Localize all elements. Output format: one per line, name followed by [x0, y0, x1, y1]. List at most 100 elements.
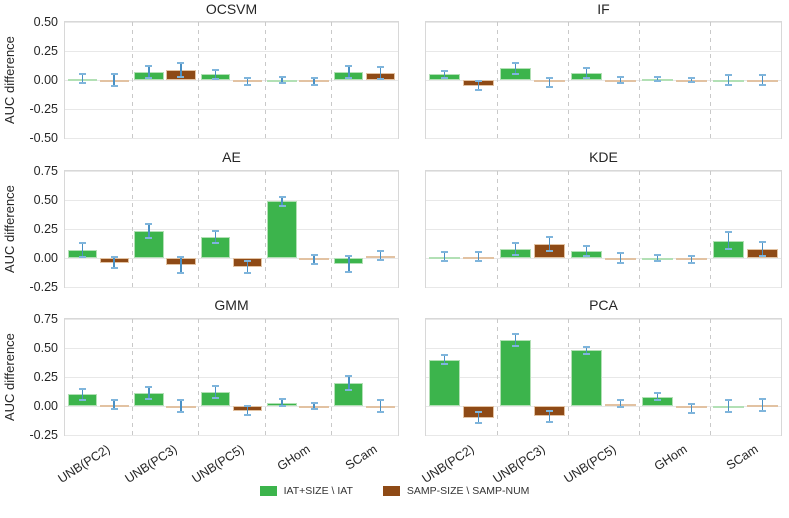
- error-bar-cap: [345, 76, 353, 79]
- gridline-x: [264, 319, 266, 435]
- error-bar: [246, 261, 249, 274]
- error-bar-cap: [653, 399, 661, 402]
- error-bar-cap: [724, 247, 732, 250]
- error-bar-cap: [243, 272, 251, 275]
- error-bar-cap: [243, 76, 251, 79]
- panel-title-if: IF: [597, 1, 610, 17]
- y-tick-label: 0.50: [33, 15, 58, 29]
- error-bar-cap: [110, 84, 118, 87]
- error-bar-cap: [724, 410, 732, 413]
- error-bar-cap: [759, 240, 767, 243]
- error-bar-cap: [688, 411, 696, 414]
- error-bar-cap: [243, 414, 251, 417]
- error-bar: [656, 393, 659, 401]
- gridline-x: [639, 171, 640, 287]
- error-bar: [281, 196, 283, 206]
- error-bar-cap: [440, 69, 448, 72]
- error-bar-cap: [582, 67, 590, 70]
- gridline-y: [426, 171, 781, 172]
- error-bar-cap: [310, 76, 318, 79]
- error-bar: [656, 76, 659, 82]
- y-tick-label: -0.25: [29, 102, 59, 116]
- error-bar-cap: [546, 76, 554, 79]
- error-bar: [690, 403, 693, 413]
- error-bar: [619, 76, 622, 84]
- error-bar-cap: [440, 260, 448, 263]
- y-axis-label: AUC difference: [2, 185, 17, 273]
- error-bar-cap: [278, 75, 286, 78]
- gridline-x: [331, 22, 333, 138]
- gridline-y: [65, 80, 398, 81]
- gridline-y: [65, 171, 398, 172]
- error-bar: [690, 255, 693, 263]
- gridline-x: [331, 171, 333, 287]
- error-bar-cap: [475, 80, 483, 83]
- gridline-x: [497, 319, 498, 435]
- error-bar-cap: [617, 261, 625, 264]
- legend-item-iat-size: IAT+SIZE \ IAT: [259, 485, 353, 497]
- y-axis-label: AUC difference: [2, 333, 17, 421]
- error-bar-cap: [546, 250, 554, 253]
- error-bar: [313, 77, 315, 85]
- gridline-x: [331, 319, 333, 435]
- gridline-x: [131, 22, 133, 138]
- legend: IAT+SIZE \ IAT SAMP-SIZE \ SAMP-NUM: [0, 485, 789, 497]
- error-bar: [727, 400, 730, 412]
- bar-pca-UNB(PC2): [428, 359, 461, 406]
- error-bar: [347, 66, 350, 78]
- error-bar: [347, 255, 350, 272]
- gridline-y: [65, 377, 398, 378]
- y-tick-label: -0.50: [29, 131, 59, 145]
- error-bar-cap: [78, 241, 86, 244]
- error-bar-cap: [212, 68, 220, 71]
- error-bar-cap: [177, 272, 185, 275]
- y-tick-label: 0.25: [33, 370, 58, 384]
- error-bar-cap: [278, 405, 286, 407]
- error-bar-cap: [310, 253, 318, 256]
- gridline-x: [198, 171, 200, 287]
- error-bar-cap: [278, 398, 286, 401]
- error-bar-cap: [653, 392, 661, 395]
- error-bar: [477, 411, 480, 424]
- y-tick-label: 0.75: [33, 164, 58, 178]
- gridline-y: [426, 258, 781, 259]
- gridline-x: [639, 22, 640, 138]
- panel-title-kde: KDE: [589, 149, 618, 165]
- gridline-x: [497, 22, 498, 138]
- error-bar-cap: [475, 422, 483, 425]
- error-bar: [585, 346, 588, 354]
- panel-gmm: [64, 318, 399, 436]
- error-bar-cap: [177, 75, 185, 78]
- error-bar: [113, 400, 116, 410]
- error-bar: [443, 70, 446, 78]
- gridline-y: [65, 287, 398, 288]
- error-bar: [246, 77, 249, 85]
- gridline-y: [426, 435, 781, 436]
- error-bar-cap: [511, 61, 519, 64]
- error-bar-cap: [110, 408, 118, 411]
- error-bar-cap: [212, 385, 220, 388]
- error-bar-cap: [145, 237, 153, 240]
- panel-ae: [64, 170, 399, 288]
- error-bar-cap: [582, 345, 590, 348]
- error-bar-cap: [377, 410, 385, 413]
- bar-pca-UNB(PC5): [570, 350, 603, 406]
- error-bar: [514, 62, 517, 75]
- y-tick-label: 0.00: [33, 73, 58, 87]
- error-bar-cap: [78, 82, 86, 85]
- gridline-x: [264, 22, 266, 138]
- legend-label: SAMP-SIZE \ SAMP-NUM: [406, 485, 530, 497]
- gridline-x: [568, 319, 569, 435]
- gridline-y: [65, 348, 398, 349]
- error-bar-cap: [440, 76, 448, 79]
- error-bar-cap: [546, 85, 554, 88]
- error-bar-cap: [724, 74, 732, 77]
- error-bar-cap: [511, 333, 519, 336]
- error-bar: [690, 77, 693, 83]
- error-bar-cap: [345, 254, 353, 257]
- error-bar: [313, 254, 315, 264]
- error-bar-cap: [759, 74, 767, 77]
- gridline-y: [65, 200, 398, 201]
- error-bar-cap: [617, 82, 625, 85]
- error-bar-cap: [440, 363, 448, 366]
